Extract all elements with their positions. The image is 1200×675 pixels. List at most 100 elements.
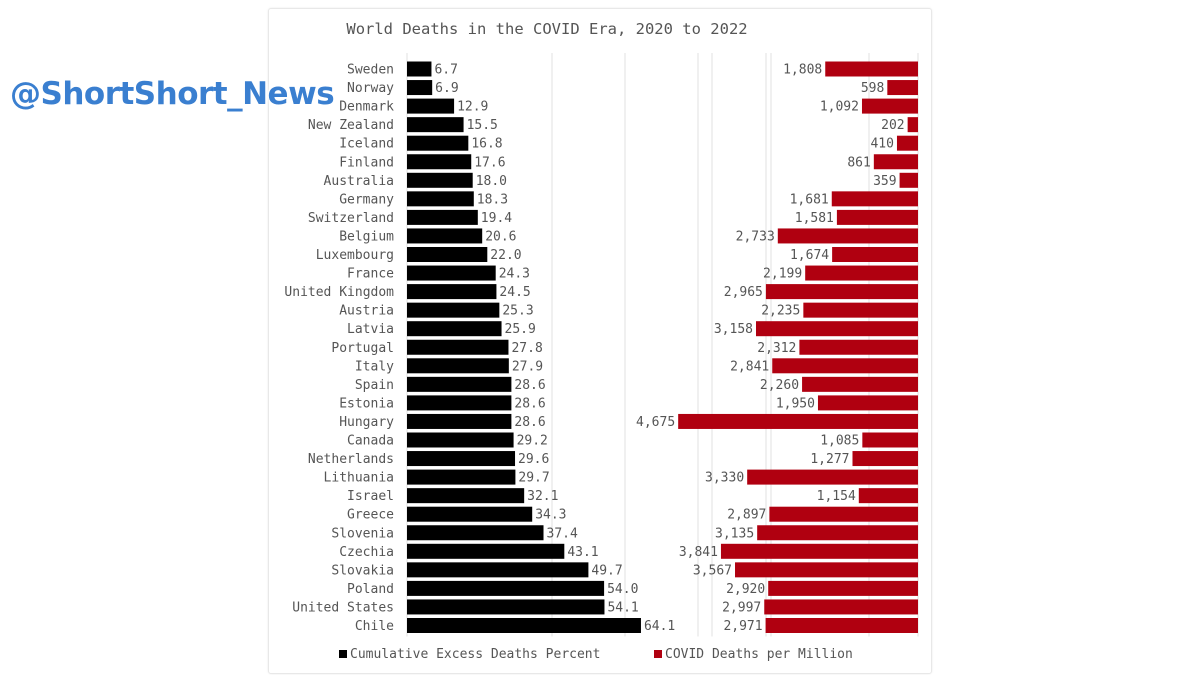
country-label: Luxembourg	[316, 248, 394, 263]
covid-deaths-bar	[765, 284, 918, 300]
covid-deaths-bar	[765, 618, 918, 633]
excess-deaths-value: 12.9	[457, 100, 488, 115]
excess-deaths-bar	[407, 247, 488, 262]
excess-deaths-value: 32.1	[527, 489, 558, 504]
excess-deaths-bar	[407, 580, 605, 596]
excess-deaths-bar	[407, 228, 483, 244]
legend: Cumulative Excess Deaths Percent COVID D…	[339, 647, 853, 662]
excess-deaths-value: 19.4	[481, 211, 512, 226]
covid-deaths-bar	[803, 302, 918, 318]
covid-deaths-value: 3,841	[679, 545, 718, 560]
covid-deaths-value: 598	[861, 81, 884, 96]
excess-deaths-value: 54.0	[607, 582, 638, 597]
covid-deaths-value: 1,085	[820, 434, 859, 449]
excess-deaths-bar	[407, 506, 533, 522]
excess-deaths-bar	[407, 358, 509, 374]
covid-deaths-bar	[769, 506, 918, 522]
excess-deaths-bar	[407, 209, 478, 225]
covid-deaths-value: 2,965	[724, 285, 763, 300]
excess-deaths-value: 28.6	[514, 378, 545, 393]
country-label: New Zealand	[308, 118, 394, 133]
covid-deaths-bar	[768, 580, 918, 596]
covid-deaths-value: 2,971	[723, 619, 762, 634]
covid-deaths-bar	[831, 191, 918, 207]
covid-deaths-bar	[862, 432, 918, 448]
excess-deaths-bar	[407, 618, 641, 633]
left-margin	[0, 0, 268, 675]
excess-deaths-bar	[407, 61, 432, 77]
country-label: Czechia	[339, 545, 394, 560]
covid-deaths-bar	[735, 562, 918, 578]
covid-deaths-bar	[757, 525, 918, 541]
excess-deaths-value: 28.6	[514, 415, 545, 430]
covid-deaths-value: 202	[881, 118, 904, 133]
country-label: Italy	[355, 359, 394, 374]
covid-deaths-bar	[817, 395, 918, 411]
excess-deaths-bar	[407, 284, 497, 300]
excess-deaths-value: 20.6	[485, 229, 516, 244]
country-label: Austria	[339, 304, 394, 319]
excess-deaths-bar	[407, 395, 512, 411]
excess-deaths-bar	[407, 376, 512, 392]
country-label: Estonia	[339, 396, 394, 411]
excess-deaths-value: 54.1	[607, 600, 638, 615]
covid-deaths-bar	[896, 135, 918, 151]
country-label: Latvia	[347, 322, 394, 337]
covid-deaths-bar	[907, 117, 918, 133]
excess-deaths-value: 29.6	[518, 452, 549, 467]
excess-deaths-bar	[407, 488, 525, 504]
covid-deaths-value: 2,733	[736, 229, 775, 244]
excess-deaths-value: 17.6	[474, 155, 505, 170]
excess-deaths-bar	[407, 413, 512, 429]
country-label: Portugal	[331, 341, 394, 356]
country-label: Sweden	[347, 63, 394, 78]
country-label: Greece	[347, 508, 394, 523]
excess-deaths-value: 25.3	[502, 304, 533, 319]
covid-deaths-bar	[899, 172, 918, 188]
excess-deaths-value: 29.2	[517, 434, 548, 449]
covid-deaths-value: 2,920	[726, 582, 765, 597]
excess-deaths-bar	[407, 543, 565, 559]
country-label: Norway	[347, 81, 394, 96]
covid-deaths-bar	[777, 228, 918, 244]
country-labels: Sweden Norway Denmark New Zealand Iceland Fin…	[284, 63, 394, 635]
covid-deaths-bar	[772, 358, 918, 374]
country-label: Hungary	[339, 415, 394, 430]
excess-deaths-value: 15.5	[467, 118, 498, 133]
country-label: Slovenia	[331, 526, 394, 541]
country-label: Iceland	[339, 137, 394, 152]
covid-deaths-value: 410	[870, 137, 893, 152]
covid-deaths-bar	[678, 413, 918, 429]
excess-deaths-value: 25.9	[505, 322, 536, 337]
covid-deaths-value: 4,675	[636, 415, 675, 430]
excess-deaths-value: 37.4	[547, 526, 578, 541]
covid-deaths-value: 1,581	[795, 211, 834, 226]
covid-deaths-value: 1,950	[776, 396, 815, 411]
country-label: Netherlands	[308, 452, 394, 467]
excess-deaths-bar	[407, 525, 544, 541]
watermark-handle: @ShortShort_News	[10, 76, 335, 112]
country-label: Israel	[347, 489, 394, 504]
legend-label-excess: Cumulative Excess Deaths Percent	[350, 647, 600, 662]
covid-deaths-value: 2,235	[761, 304, 800, 319]
country-label: Lithuania	[324, 471, 394, 486]
excess-deaths-bar	[407, 135, 469, 151]
excess-deaths-bar	[407, 599, 605, 615]
legend-swatch-excess	[339, 650, 347, 658]
country-label: Denmark	[339, 100, 394, 115]
country-label: France	[347, 267, 394, 282]
chart-card: World Deaths in the COVID Era, 2020 to 2…	[268, 8, 932, 674]
covid-deaths-bar	[720, 543, 918, 559]
excess-deaths-value: 64.1	[644, 619, 675, 634]
covid-deaths-value: 3,158	[714, 322, 753, 337]
covid-deaths-value: 2,897	[727, 508, 766, 523]
excess-deaths-bar	[407, 562, 589, 578]
covid-deaths-bar	[887, 80, 918, 96]
excess-deaths-bar	[407, 98, 455, 114]
excess-deaths-bar	[407, 339, 509, 355]
excess-deaths-bar	[407, 432, 514, 448]
excess-deaths-bar	[407, 321, 502, 337]
excess-deaths-value: 18.0	[476, 174, 507, 189]
covid-deaths-value: 1,092	[820, 100, 859, 115]
